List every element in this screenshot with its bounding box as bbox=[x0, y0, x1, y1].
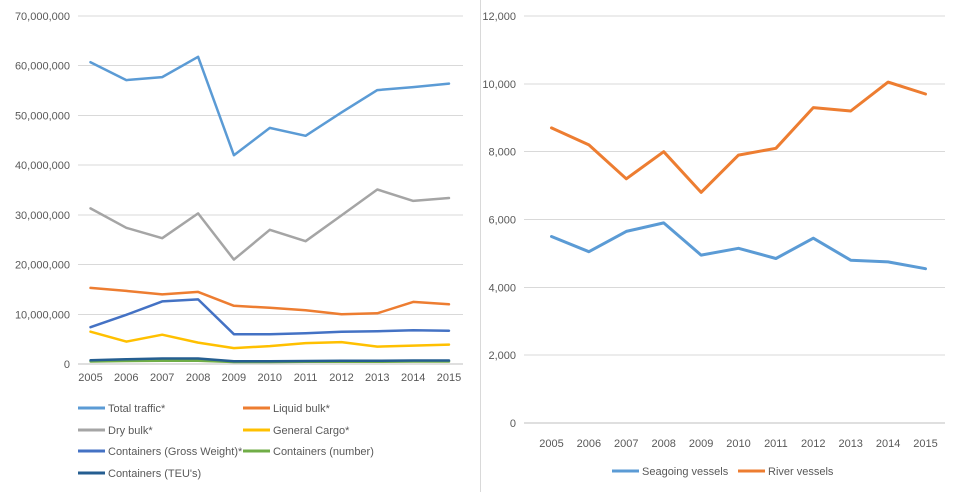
legend-item-containers-teu-s: Containers (TEU's) bbox=[78, 468, 201, 480]
legend-item-containers-gross-weight: Containers (Gross Weight)* bbox=[78, 446, 243, 458]
x-axis-tick-label: 2008 bbox=[186, 372, 210, 384]
y-axis-tick-label: 8,000 bbox=[488, 147, 516, 159]
x-axis-tick-label: 2011 bbox=[294, 372, 318, 384]
y-axis-tick-label: 50,000,000 bbox=[15, 110, 70, 122]
legend-item-general-cargo: General Cargo* bbox=[243, 425, 350, 437]
legend-item-seagoing-vessels: Seagoing vessels bbox=[612, 466, 729, 478]
x-axis-tick-label: 2014 bbox=[876, 438, 900, 450]
x-axis-tick-label: 2005 bbox=[539, 438, 563, 450]
y-axis-tick-label: 60,000,000 bbox=[15, 61, 70, 73]
x-axis-tick-label: 2009 bbox=[222, 372, 246, 384]
legend-item-liquid-bulk: Liquid bulk* bbox=[243, 403, 331, 415]
y-axis-tick-label: 0 bbox=[510, 418, 516, 430]
y-axis-tick-label: 6,000 bbox=[488, 215, 516, 227]
x-axis-tick-label: 2006 bbox=[577, 438, 601, 450]
legend-label: Containers (Gross Weight)* bbox=[108, 446, 243, 458]
series-line-dry-bulk bbox=[89, 188, 451, 261]
legend-label: Containers (TEU's) bbox=[108, 468, 201, 480]
series-line-total-traffic bbox=[89, 55, 451, 157]
vessel-calls-chart: 0 2,000 4,000 6,000 8,000 10,000 12,000 2005 200… bbox=[482, 11, 945, 478]
legend-item-dry-bulk: Dry bulk* bbox=[78, 425, 153, 437]
y-axis-tick-label: 70,000,000 bbox=[15, 11, 70, 23]
legend-label: Total traffic* bbox=[108, 403, 166, 415]
x-axis-tick-label: 2010 bbox=[258, 372, 282, 384]
y-axis-tick-label: 30,000,000 bbox=[15, 210, 70, 222]
x-axis-tick-label: 2007 bbox=[150, 372, 174, 384]
x-axis-tick-label: 2011 bbox=[764, 438, 788, 450]
series-line-general-cargo bbox=[89, 330, 451, 350]
y-axis-tick-label: 0 bbox=[64, 359, 70, 371]
y-axis-tick-label: 40,000,000 bbox=[15, 160, 70, 172]
x-axis-tick-label: 2008 bbox=[651, 438, 675, 450]
legend-item-river-vessels: River vessels bbox=[738, 466, 834, 478]
legend-label: Liquid bulk* bbox=[273, 403, 331, 415]
y-axis-tick-label: 12,000 bbox=[482, 11, 516, 23]
series-line-containers-teu-s bbox=[89, 357, 451, 363]
series-line-liquid-bulk bbox=[89, 286, 451, 316]
x-axis-tick-label: 2012 bbox=[329, 372, 353, 384]
series-line-containers-gross-weight bbox=[89, 298, 451, 336]
y-axis-tick-label: 10,000,000 bbox=[15, 309, 70, 321]
y-axis-tick-label: 4,000 bbox=[488, 282, 516, 294]
legend-item-containers-number: Containers (number) bbox=[243, 446, 374, 458]
x-axis-tick-label: 2015 bbox=[913, 438, 937, 450]
legend-label: River vessels bbox=[768, 466, 834, 478]
legend-label: General Cargo* bbox=[273, 425, 350, 437]
x-axis-tick-label: 2014 bbox=[401, 372, 425, 384]
y-axis-tick-label: 2,000 bbox=[488, 350, 516, 362]
legend-label: Containers (number) bbox=[273, 446, 374, 458]
x-axis-tick-label: 2009 bbox=[689, 438, 713, 450]
legend-label: Seagoing vessels bbox=[642, 466, 729, 478]
x-axis-tick-label: 2006 bbox=[114, 372, 138, 384]
x-axis-tick-label: 2013 bbox=[838, 438, 862, 450]
legend-item-total-traffic: Total traffic* bbox=[78, 403, 166, 415]
x-axis-tick-label: 2015 bbox=[437, 372, 461, 384]
series-line-seagoing-vessels bbox=[550, 221, 927, 271]
series-line-river-vessels bbox=[550, 80, 927, 194]
x-axis-tick-label: 2012 bbox=[801, 438, 825, 450]
y-axis-tick-label: 10,000 bbox=[482, 79, 516, 91]
x-axis-tick-label: 2005 bbox=[78, 372, 102, 384]
x-axis-tick-label: 2007 bbox=[614, 438, 638, 450]
y-axis-tick-label: 20,000,000 bbox=[15, 260, 70, 272]
legend-label: Dry bulk* bbox=[108, 425, 153, 437]
x-axis-tick-label: 2010 bbox=[726, 438, 750, 450]
x-axis-tick-label: 2013 bbox=[365, 372, 389, 384]
cargo-traffic-by-type-chart: 0 10,000,000 20,000,000 30,000,000 40,000,00… bbox=[15, 11, 463, 480]
